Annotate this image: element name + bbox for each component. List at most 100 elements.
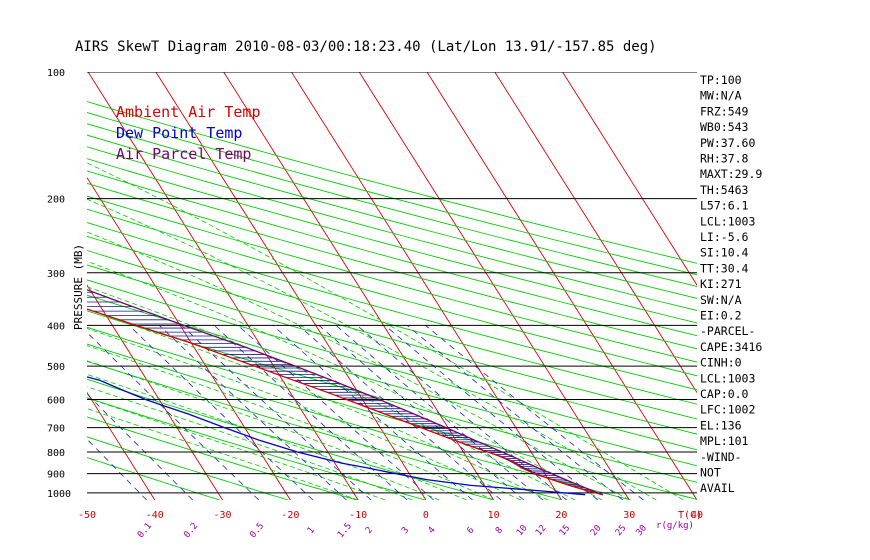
series-line	[87, 308, 603, 496]
mixing-ratio-tick: 4	[427, 525, 438, 536]
mixing-ratio-tick: 30	[635, 523, 650, 538]
mixing-ratio-tick: 0.2	[182, 521, 200, 540]
stability-index: LCL:1003	[700, 214, 755, 228]
bottom-temperature-tick: -20	[281, 510, 299, 521]
isotherm	[223, 72, 495, 500]
mixing-ratio-tick: 0.1	[136, 521, 154, 540]
isotherm	[0, 72, 19, 500]
legend-entry: Dew Point Temp	[116, 124, 242, 142]
isotherm	[291, 72, 562, 500]
stability-index: FRZ:549	[700, 104, 749, 118]
mixing-ratio-line	[406, 325, 624, 500]
dry-adiabat	[87, 436, 289, 500]
y-axis-label: PRESSURE (MB)	[72, 244, 85, 330]
mixing-ratio-line	[213, 325, 408, 500]
mixing-ratio-line	[87, 331, 260, 500]
dry-adiabat	[87, 416, 357, 500]
dry-adiabat	[87, 294, 697, 467]
legend-entry: Air Parcel Temp	[116, 145, 251, 163]
dry-adiabat	[87, 264, 697, 435]
mixing-ratio-tick: 1.5	[336, 521, 354, 540]
bottom-temperature-tick: -40	[146, 510, 164, 521]
stability-index: WB0:543	[700, 120, 749, 134]
stability-index: CAPE:3416	[700, 340, 762, 354]
legend-entry: Ambient Air Temp	[116, 103, 261, 121]
legend: Ambient Air Temp Dew Point Temp Air Parcel…	[116, 103, 261, 163]
stability-index: NOT	[700, 466, 721, 480]
mixing-ratio-tick: 1	[306, 525, 317, 536]
cape-hatch-vertical	[4, 281, 35, 292]
bottom-temperature-tick: 0	[423, 510, 429, 521]
dry-adiabat	[87, 326, 697, 500]
series-layer	[87, 289, 604, 496]
stability-index: EI:0.2	[700, 309, 742, 323]
stability-index: LI:-5.6	[700, 230, 749, 244]
mixing-ratio-tick: 12	[534, 523, 549, 538]
isotherm	[87, 284, 223, 500]
mixing-ratio-line	[87, 438, 147, 500]
mixing-ratio-tick: 0.5	[248, 521, 266, 540]
stability-index: TH:5463	[700, 183, 749, 197]
mixing-ratio-tick: 20	[589, 523, 604, 538]
stability-index: LFC:1002	[700, 403, 755, 417]
isotherm	[155, 72, 427, 500]
dry-adiabat	[87, 343, 631, 500]
bottom-temperature-tick: -10	[349, 510, 367, 521]
dry-adiabat	[87, 249, 697, 420]
bottom-temperature-tick: -30	[214, 510, 232, 521]
isotherm	[87, 72, 359, 500]
stability-index: SI:10.4	[700, 246, 749, 260]
mixing-ratio-line	[237, 325, 434, 500]
dry-adiabat	[87, 158, 697, 324]
dry-adiabat	[87, 182, 697, 350]
mixing-ratio-line	[181, 325, 372, 500]
stability-index: TT:30.4	[700, 261, 749, 275]
bottom-temperature-tick: -50	[78, 510, 96, 521]
series-line	[87, 289, 604, 496]
bottom-temperature-tick: 40	[691, 510, 703, 521]
moist-adiabat	[87, 162, 684, 500]
stability-index: SW:N/A	[700, 293, 742, 307]
isotherm	[426, 72, 697, 500]
y-tick-label: 300	[47, 269, 65, 280]
stability-index: -WIND-	[700, 450, 742, 464]
dry-adiabat	[87, 360, 563, 500]
stability-index: MW:N/A	[700, 89, 742, 103]
y-tick-label: 700	[47, 424, 65, 435]
tick-layer: 1002003004005006007008009001000-120-110-…	[47, 68, 703, 540]
stability-index: -PARCEL-	[700, 324, 755, 338]
moist-adiabat	[87, 397, 386, 500]
stability-index: CINH:0	[700, 356, 742, 370]
mixing-ratio-tick: 2	[364, 525, 375, 536]
mixing-ratio-line	[298, 325, 502, 500]
y-tick-label: 500	[47, 362, 65, 373]
stability-index: AVAIL	[700, 481, 735, 495]
y-tick-label: 900	[47, 470, 65, 481]
y-tick-label: 800	[47, 448, 65, 459]
chart-title: AIRS SkewT Diagram 2010-08-03/00:18:23.4…	[75, 39, 657, 55]
stability-index: RH:37.8	[700, 152, 749, 166]
y-tick-label: 400	[47, 321, 65, 332]
series-line	[87, 376, 586, 496]
isotherm	[358, 72, 630, 500]
isotherm	[494, 72, 697, 394]
dry-adiabat	[87, 279, 697, 451]
dry-adiabat	[87, 101, 697, 264]
dry-adiabat	[87, 235, 697, 405]
stability-index: TP:100	[700, 73, 742, 87]
dry-adiabat	[87, 146, 697, 311]
y-tick-label: 600	[47, 395, 65, 406]
grid-layer	[0, 72, 697, 500]
dry-adiabat	[87, 457, 220, 500]
stability-index: EL:136	[700, 418, 742, 432]
dry-adiabat	[87, 134, 697, 299]
mixing-ratio-tick: 25	[614, 523, 629, 538]
stability-index: LCL:1003	[700, 371, 755, 385]
cape-hatch-vertical	[0, 273, 13, 284]
isotherm	[87, 391, 156, 500]
dry-adiabat	[87, 123, 697, 287]
stability-index: L57:6.1	[700, 199, 749, 213]
dry-adiabat	[87, 222, 697, 391]
bottom-temperature-tick: 20	[555, 510, 567, 521]
